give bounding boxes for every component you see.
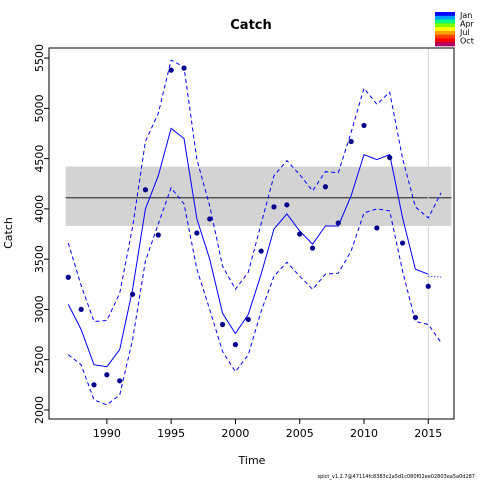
legend-label: Jan [459, 11, 472, 20]
y-tick-label: 4500 [33, 145, 46, 173]
plot-frame [48, 47, 455, 420]
observed-point [78, 306, 84, 313]
observed-point [65, 274, 71, 280]
legend-label: Jul [459, 28, 470, 37]
observed-point [245, 316, 251, 323]
estimated-catch-line [67, 127, 429, 368]
y-axis-label: Catch [2, 217, 15, 249]
observed-point [271, 204, 277, 210]
observed-point [91, 382, 97, 388]
projection-line [428, 275, 442, 278]
y-tick-label: 4000 [33, 195, 46, 223]
observed-point [284, 202, 290, 208]
observed-point [104, 372, 110, 378]
y-tick-label: 5000 [33, 94, 46, 122]
observed-point [181, 65, 187, 71]
x-tick-label: 2010 [350, 427, 378, 440]
observed-points [65, 65, 431, 388]
observed-point [207, 216, 213, 222]
observed-point [348, 138, 354, 145]
chart-title: Catch [230, 18, 272, 33]
legend-label: Oct [460, 37, 474, 46]
observed-point [258, 248, 264, 254]
legend-label: Apr [460, 20, 475, 29]
observed-point [219, 321, 226, 328]
lower-ci-line [67, 186, 442, 406]
x-tick-label: 2005 [286, 427, 314, 440]
legend-swatch [435, 34, 455, 39]
legend-swatch [435, 23, 455, 28]
footer-version-text: spict_v1.2.7@47114fc8383c2a5d1c080f02ee0… [318, 474, 476, 480]
legend-swatch [435, 12, 455, 17]
x-tick-label: 1990 [93, 427, 121, 440]
x-tick-label: 2000 [221, 427, 249, 440]
observed-point [399, 240, 406, 246]
y-tick-label: 3000 [33, 295, 46, 323]
observed-point [322, 184, 329, 190]
x-tick-label: 1995 [157, 427, 185, 440]
observed-point [335, 220, 341, 226]
legend-swatch [435, 38, 455, 43]
y-tick-label: 2000 [33, 396, 46, 424]
y-tick-label: 5500 [33, 44, 46, 72]
y-tick-label: 3500 [33, 245, 46, 273]
observed-point [309, 245, 316, 251]
legend-swatch [435, 19, 455, 24]
observed-point [168, 67, 174, 73]
observed-point [361, 122, 367, 129]
observed-point [155, 232, 161, 238]
observed-point [232, 341, 239, 348]
observed-point [194, 230, 200, 236]
observed-point [129, 291, 136, 297]
x-axis-label: Time [238, 454, 266, 467]
observed-point [117, 378, 123, 384]
y-tick-label: 2500 [33, 346, 46, 374]
x-tick-label: 2015 [414, 427, 442, 440]
legend-swatch [435, 42, 455, 47]
legend-swatch [435, 15, 455, 20]
observed-point [412, 314, 419, 321]
observed-point [387, 154, 393, 161]
upper-ci-line [67, 59, 442, 323]
reference-band [65, 166, 452, 226]
legend-swatch [435, 27, 455, 32]
observed-point [374, 225, 380, 231]
observed-point [425, 283, 431, 289]
observed-point [297, 231, 303, 237]
observed-point [142, 187, 149, 193]
legend-swatch [435, 30, 455, 35]
